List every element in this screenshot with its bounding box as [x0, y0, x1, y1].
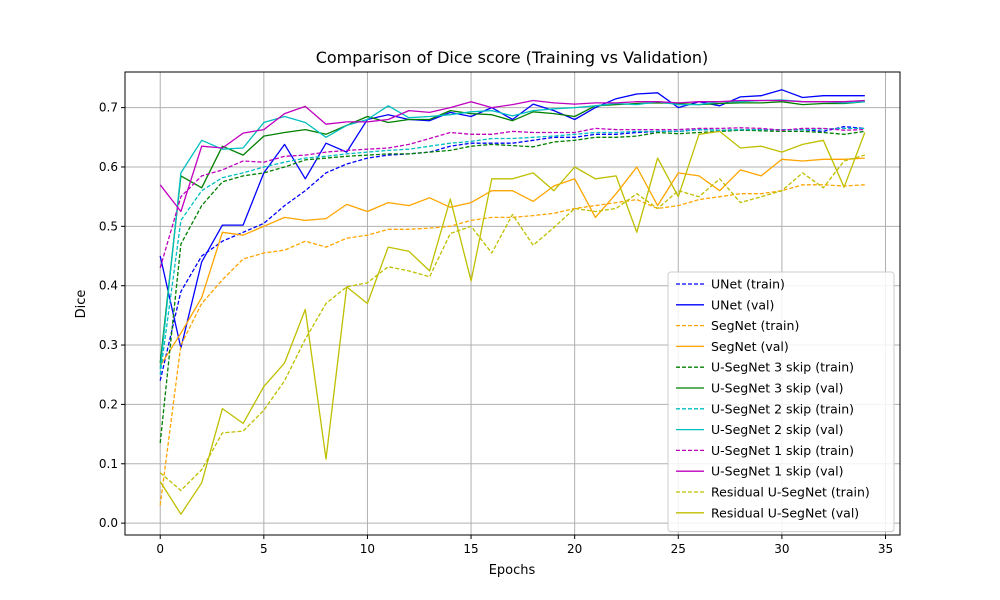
legend-label: UNet (val)	[711, 297, 774, 312]
legend-label: U-SegNet 3 skip (train)	[711, 360, 854, 375]
legend-label: Residual U-SegNet (train)	[711, 485, 870, 500]
y-tick-label: 0.2	[99, 397, 118, 411]
legend-label: UNet (train)	[711, 277, 785, 292]
x-tick-label: 10	[360, 542, 375, 556]
series-line-8	[159, 127, 865, 269]
x-tick-label: 5	[260, 542, 268, 556]
series-line-1	[159, 89, 865, 349]
legend-label: U-SegNet 2 skip (train)	[711, 401, 854, 416]
y-tick-label: 0.4	[99, 279, 118, 293]
chart-title: Comparison of Dice score (Training vs Va…	[316, 48, 709, 67]
y-axis-label: Dice	[74, 290, 89, 319]
series-line-9	[159, 99, 865, 213]
legend-label: U-SegNet 1 skip (val)	[711, 464, 843, 479]
legend: UNet (train) UNet (val) SegNet (train) SegN…	[667, 271, 895, 533]
x-tick-label: 35	[878, 542, 893, 556]
y-tick-label: 0.3	[99, 338, 118, 352]
series-lines	[159, 89, 866, 515]
plot-frame	[124, 71, 901, 536]
legend-label: U-SegNet 2 skip (val)	[711, 422, 843, 437]
legend-box	[667, 271, 895, 533]
series-line-3	[159, 157, 865, 367]
x-axis-label: Epochs	[489, 563, 536, 578]
x-tick-label: 15	[463, 542, 478, 556]
x-tick-label: 0	[156, 542, 164, 556]
x-tick-label: 25	[671, 542, 686, 556]
series-line-10	[159, 154, 865, 492]
legend-label: U-SegNet 3 skip (val)	[711, 381, 843, 396]
legend-label: SegNet (val)	[711, 339, 789, 354]
series-line-6	[159, 127, 865, 375]
series-line-5	[159, 101, 865, 363]
series-line-11	[159, 130, 866, 515]
legend-label: Residual U-SegNet (val)	[711, 505, 859, 520]
series-line-4	[159, 129, 865, 444]
x-axis-ticks: 0 5 10 15 20 25 30 35	[156, 535, 893, 556]
y-tick-label: 0.7	[99, 101, 118, 115]
y-tick-label: 0.5	[99, 219, 118, 233]
legend-label: U-SegNet 1 skip (train)	[711, 443, 854, 458]
y-axis-ticks: 0.0 0.1 0.2 0.3 0.4 0.5 0.6 0.7	[99, 101, 125, 530]
x-tick-label: 20	[567, 542, 582, 556]
y-tick-label: 0.0	[99, 516, 118, 530]
y-tick-label: 0.1	[99, 457, 118, 471]
x-tick-label: 30	[774, 542, 789, 556]
y-tick-label: 0.6	[99, 160, 118, 174]
legend-label: SegNet (train)	[711, 318, 799, 333]
